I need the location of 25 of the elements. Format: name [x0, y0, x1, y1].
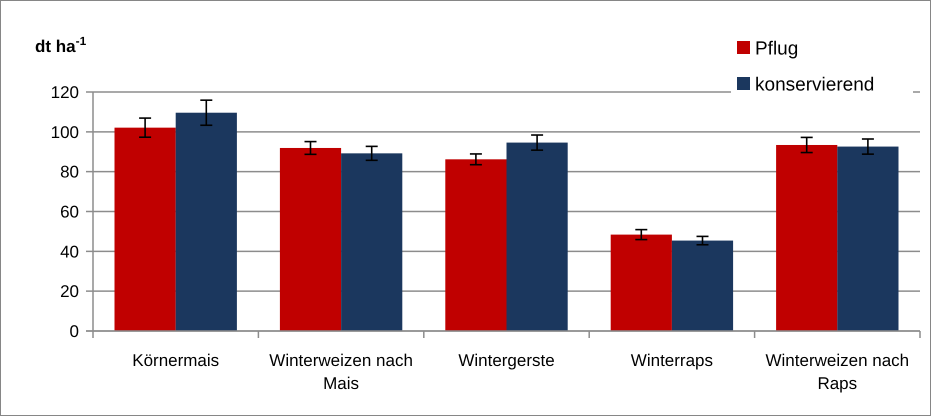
y-tick-label: 120: [50, 82, 79, 102]
bar: [610, 234, 672, 331]
bar: [445, 159, 506, 331]
x-tick-label: Winterweizen nach Mais: [269, 351, 413, 393]
x-tick-label: Wintergerste: [458, 351, 555, 370]
y-tick-label: 20: [60, 282, 79, 302]
bar: [280, 148, 342, 331]
y-tick-label: 40: [60, 242, 79, 262]
x-tick-label: Körnermais: [132, 351, 220, 370]
bar: [837, 146, 898, 331]
bar: [114, 128, 176, 331]
legend-label: konservierend: [755, 74, 874, 96]
bar: [776, 144, 838, 331]
x-tick-label: Winterraps: [630, 351, 713, 370]
legend-label: Pflug: [755, 38, 798, 60]
y-tick-label: 80: [60, 162, 79, 182]
bar: [672, 240, 734, 331]
x-tick-label: Winterweizen nach Raps: [765, 351, 910, 393]
bar: [341, 153, 402, 331]
y-axis-title: dt ha$^{-1}$: [35, 34, 87, 56]
y-tick-label: 60: [60, 202, 79, 222]
y-tick-label: 100: [50, 122, 79, 142]
y-tick-label: 0: [70, 322, 79, 341]
bar: [506, 142, 568, 331]
bar: [176, 112, 237, 331]
